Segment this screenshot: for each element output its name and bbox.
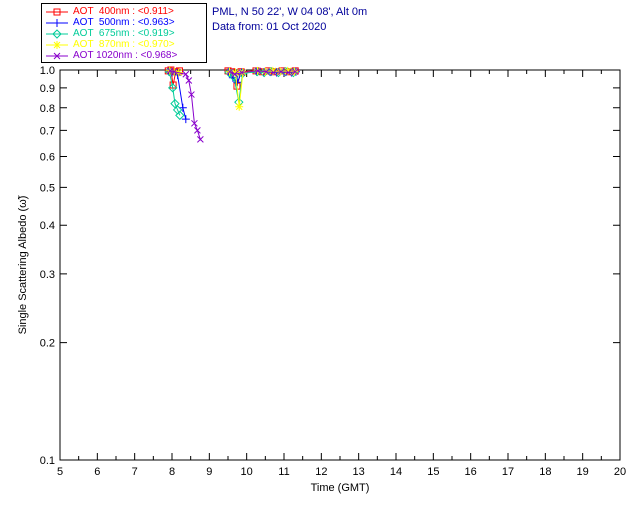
legend-entry-400nm: AOT 400nm : <0.911> <box>45 6 203 17</box>
plus-marker-icon <box>46 18 68 27</box>
x-tick-label: 6 <box>94 466 100 478</box>
x-tick-label: 7 <box>132 466 138 478</box>
legend-entry-1020nm: AOT 1020nm : <0.968> <box>45 50 203 61</box>
data-date-text: Data from: 01 Oct 2020 <box>212 21 327 33</box>
x-tick-label: 18 <box>539 466 551 478</box>
x-tick-label: 10 <box>241 466 253 478</box>
y-tick-label: 0.6 <box>40 152 55 164</box>
y-tick-label: 0.5 <box>40 182 55 194</box>
x-tick-label: 8 <box>169 466 175 478</box>
x-tick-label: 16 <box>465 466 477 478</box>
x-tick-label: 13 <box>353 466 365 478</box>
axes <box>59 69 621 461</box>
legend-label: AOT 500nm : <0.963> <box>73 17 175 28</box>
legend-label: AOT 1020nm : <0.968> <box>73 50 178 61</box>
y-tick-label: 0.7 <box>40 125 55 137</box>
legend-entry-870nm: AOT 870nm : <0.970> <box>45 39 203 50</box>
y-tick-label: 0.3 <box>40 269 55 281</box>
legend-entry-675nm: AOT 675nm : <0.919> <box>45 28 203 39</box>
x-tick-label: 9 <box>206 466 212 478</box>
diamond-marker-icon <box>46 28 68 39</box>
x-tick-label: 19 <box>577 466 589 478</box>
site-info-text: PML, N 50 22', W 04 08', Alt 0m <box>212 6 368 18</box>
legend-label: AOT 870nm : <0.970> <box>73 39 175 50</box>
y-tick-label: 0.2 <box>40 338 55 350</box>
header: PML, N 50 22', W 04 08', Alt 0m Data fro… <box>212 5 367 35</box>
axis-labels: 5 6 7 8 9 10 11 12 13 14 15 16 17 18 19 20 1.0 0.9 0.8 0.7 0… <box>17 65 626 494</box>
x-tick-label: 11 <box>278 466 289 478</box>
legend-label: AOT 400nm : <0.911> <box>73 6 174 17</box>
x-marker-icon <box>46 52 68 59</box>
y-tick-label: 0.1 <box>40 455 55 467</box>
y-tick-label: 1.0 <box>40 65 55 77</box>
square-marker-icon <box>46 8 68 15</box>
x-tick-label: 15 <box>427 466 439 478</box>
x-tick-label: 17 <box>502 466 514 478</box>
x-tick-label: 14 <box>390 466 402 478</box>
y-tick-label: 0.4 <box>40 220 55 232</box>
series-markers <box>166 67 299 143</box>
legend-entry-500nm: AOT 500nm : <0.963> <box>45 17 203 28</box>
y-tick-label: 0.8 <box>40 103 55 115</box>
y-axis-label: Single Scattering Albedo (ω̃) <box>17 195 29 334</box>
x-tick-label: 20 <box>614 466 626 478</box>
x-axis-label: Time (GMT) <box>311 482 370 494</box>
legend: AOT 400nm : <0.911> AOT 500nm : <0.963> AO… <box>41 3 207 63</box>
y-tick-label: 0.9 <box>40 83 55 95</box>
asterisk-marker-icon <box>46 40 68 49</box>
x-tick-label: 5 <box>57 466 63 478</box>
legend-label: AOT 675nm : <0.919> <box>73 28 175 39</box>
series-1020nm <box>166 67 299 143</box>
x-tick-label: 12 <box>315 466 327 478</box>
